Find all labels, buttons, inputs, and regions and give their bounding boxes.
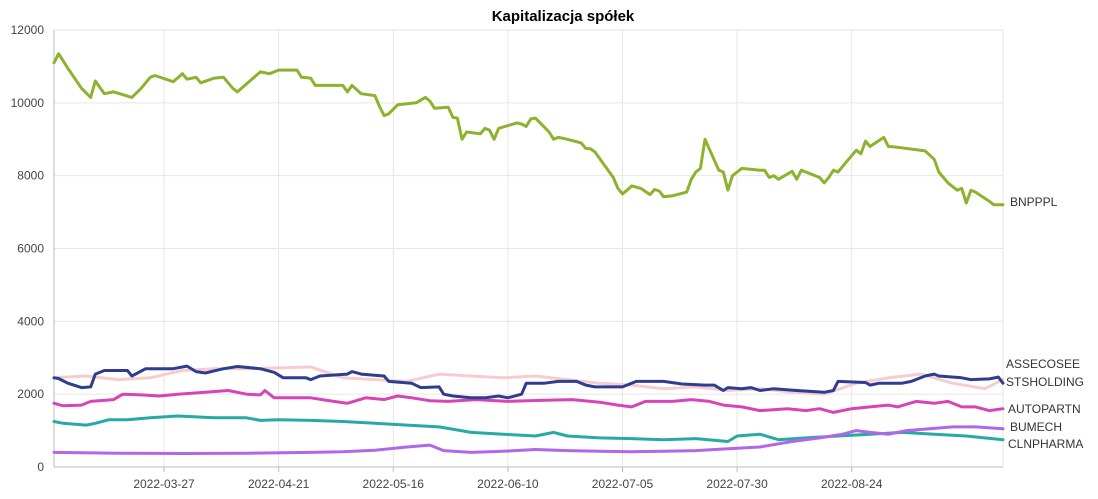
y-tick-label: 6000 [17,242,44,256]
y-tick-label: 8000 [17,169,44,183]
x-tick-label: 2022-03-27 [133,477,195,491]
y-tick-label: 12000 [11,23,45,37]
chart-title: Kapitalizacja spółek [492,8,635,25]
series-label-stsholding: STSHOLDING [1006,375,1084,389]
series-line-clnpharma [52,414,1005,443]
x-tick-label: 2022-08-24 [821,477,883,491]
series-line-bumech [52,425,1005,455]
y-tick-label: 2000 [17,387,44,401]
series-line-autopartn [52,389,1005,414]
x-tick-label: 2022-04-21 [248,477,310,491]
y-tick-label: 4000 [17,314,44,328]
y-tick-label: 10000 [11,96,45,110]
x-axis: 2022-03-27 2022-04-21 2022-05-16 2022-06-10… [54,466,1003,491]
x-tick-label: 2022-06-10 [477,477,539,491]
series-line-bnpppl [52,52,1005,207]
grid-lines [54,29,1004,468]
y-axis: 0 2000 4000 6000 8000 10000 12000 [11,23,55,474]
x-tick-label: 2022-07-30 [706,477,768,491]
series-label-assecosee: ASSECOSEE [1006,357,1080,371]
series-label-clnpharma: CLNPHARMA [1008,437,1083,451]
series-label-bumech: BUMECH [1010,420,1062,434]
series-line-stsholding [52,364,1005,400]
x-tick-label: 2022-05-16 [363,477,425,491]
series-label-autopartn: AUTOPARTN [1008,402,1081,416]
series-lines [52,52,1005,455]
series-end-labels: BNPPPL ASSECOSEE STSHOLDING AUTOPARTN BUMECH… [1006,195,1084,451]
series-label-bnpppl: BNPPPL [1010,195,1058,209]
x-tick-label: 2022-07-05 [592,477,654,491]
y-tick-label: 0 [37,460,44,474]
